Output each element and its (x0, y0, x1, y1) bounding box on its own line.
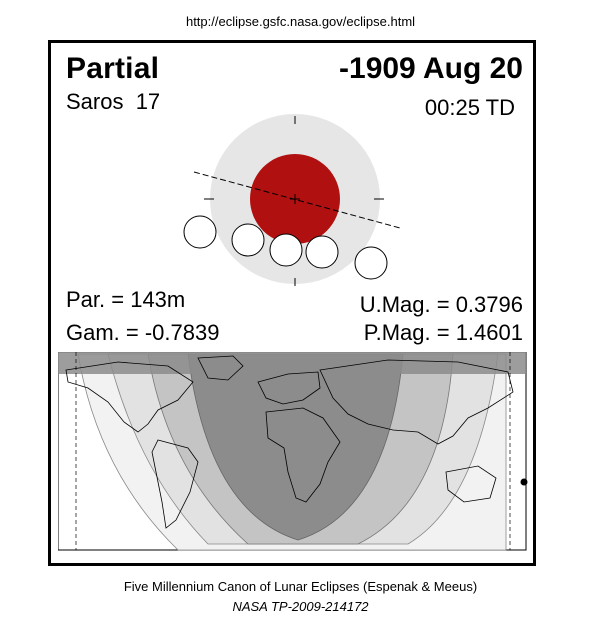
footer-citation: Five Millennium Canon of Lunar Eclipses … (123, 579, 478, 594)
umbral-magnitude: U.Mag. = 0.3796 (359, 292, 523, 317)
eclipse-date: -1909 Aug 20 (339, 52, 523, 85)
polar-shade (58, 352, 526, 374)
saros-number: Saros 17 (66, 89, 161, 114)
footer-reference: NASA TP-2009-214172 (232, 599, 369, 614)
partial-duration: Par. = 143m (66, 287, 186, 312)
africa (265, 407, 341, 503)
source-url[interactable]: http://eclipse.gsfc.nasa.gov/eclipse.htm… (185, 14, 416, 29)
moon-position-1 (183, 215, 217, 249)
visibility-map (58, 352, 528, 551)
moon-position-4 (305, 235, 339, 269)
penumbral-magnitude: P.Mag. = 1.4601 (363, 320, 523, 345)
gamma-value: Gam. = -0.7839 (66, 320, 220, 345)
south-america (151, 439, 199, 529)
greenland (197, 355, 244, 381)
moon-position-3 (269, 233, 303, 267)
moon-position-5 (354, 246, 388, 280)
asia (319, 359, 514, 445)
australia (445, 465, 497, 503)
eclipse-type: Partial (66, 52, 160, 85)
eclipse-geometry-diagram (183, 114, 401, 286)
eclipse-time: 00:25 TD (424, 95, 515, 120)
greatest-eclipse-marker (520, 478, 528, 486)
visibility-zone-dark (187, 353, 404, 541)
north-america (65, 361, 194, 433)
europe (257, 371, 321, 405)
moon-position-2 (231, 223, 265, 257)
